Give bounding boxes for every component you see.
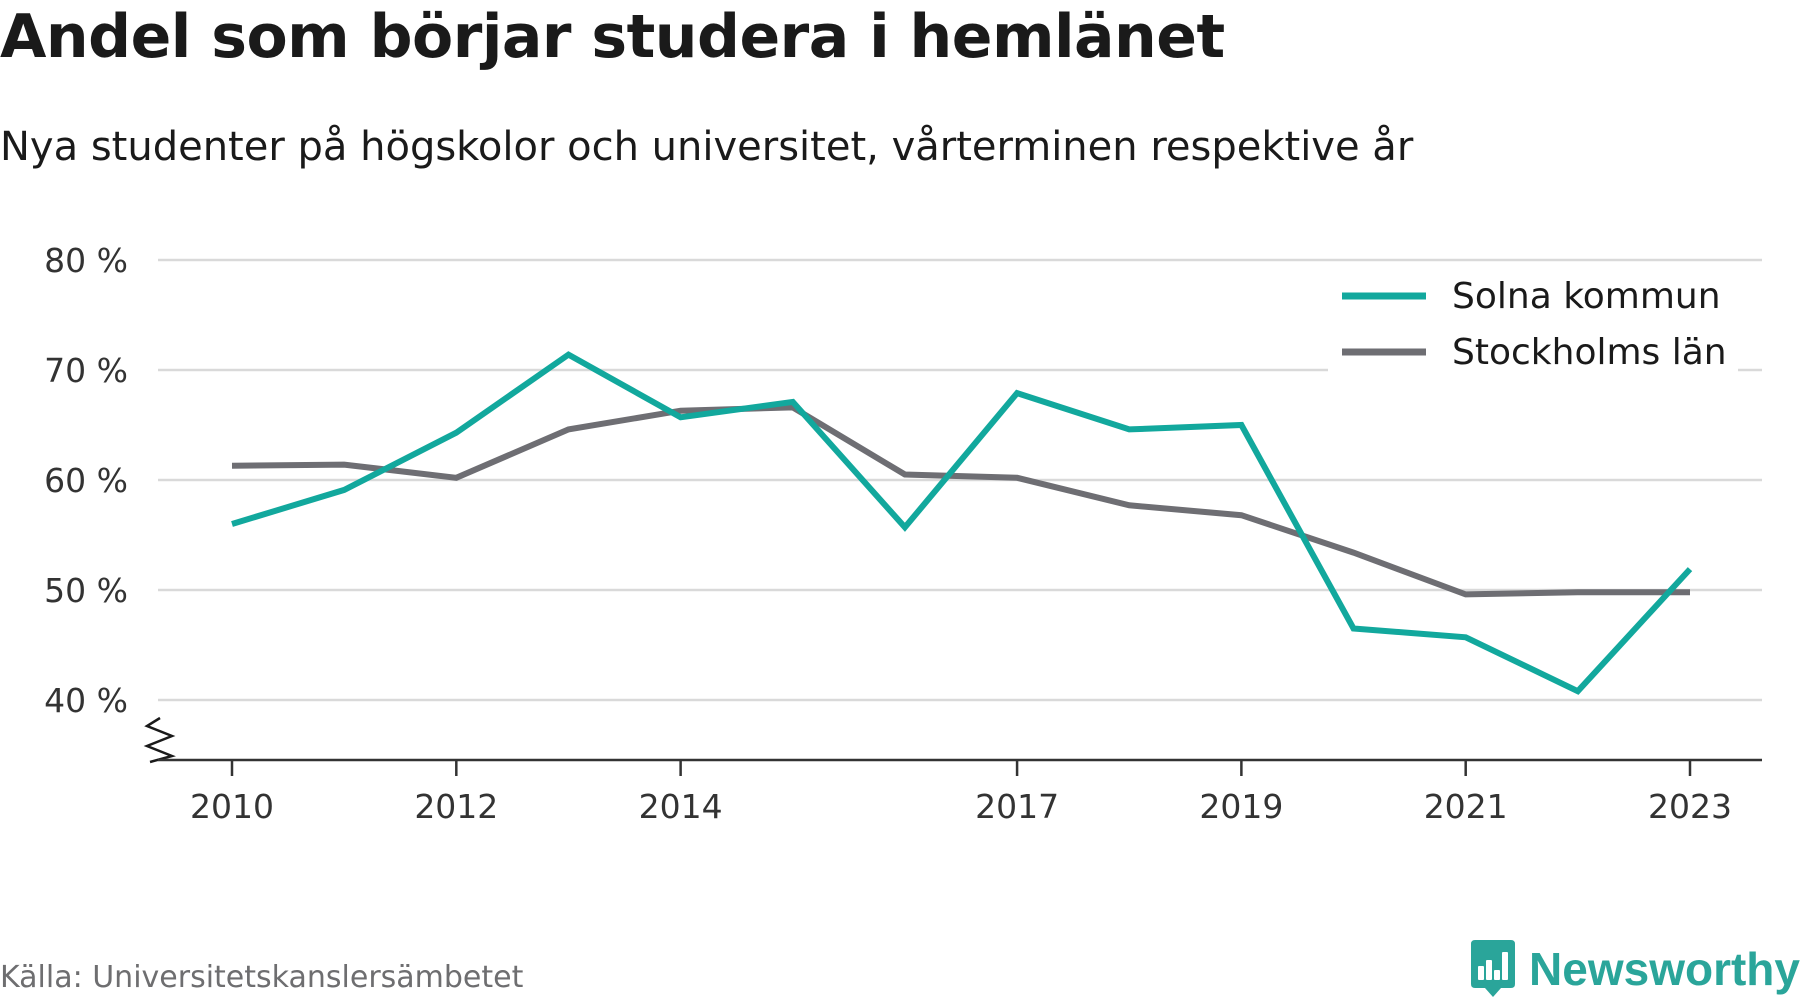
x-tick-label: 2019 (1199, 787, 1283, 826)
bar-chart-badge-icon (1471, 940, 1516, 997)
x-tick-label: 2012 (414, 787, 498, 826)
source-note: Källa: Universitetskanslersämbetet (0, 960, 524, 995)
chart-subtitle: Nya studenter på högskolor och universit… (0, 124, 1414, 170)
axis-break-icon (143, 716, 176, 764)
series-line-solna (231, 351, 1693, 695)
line-chart: 40 %50 %60 %70 %80 % 2010 2012 2014 2017 201… (44, 241, 1762, 826)
x-tick-label: 2023 (1648, 787, 1732, 826)
legend: Solna kommun Stockholms län (1328, 268, 1738, 374)
series-lines (231, 351, 1693, 695)
y-tick-label: 50 % (44, 571, 128, 610)
x-tick-label: 2017 (975, 787, 1059, 826)
x-tick-label: 2014 (639, 787, 723, 826)
y-tick-label: 70 % (44, 351, 128, 390)
y-axis-labels: 40 % 50 % 60 % 70 % 80 % (44, 241, 128, 720)
x-tick-label: 2021 (1424, 787, 1508, 826)
x-tick-label: 2010 (190, 787, 274, 826)
legend-background (1328, 268, 1738, 374)
series-line-stockholm (231, 404, 1690, 598)
chart-title: Andel som börjar studera i hemlänet (0, 2, 1225, 72)
legend-label: Solna kommun (1452, 276, 1721, 317)
brand-logo: Newsworthy (1469, 940, 1800, 998)
y-tick-label: 80 % (44, 241, 128, 280)
brand-name: Newsworthy (1529, 943, 1800, 995)
x-axis: 2010 2012 2014 2017 2019 2021 2023 (143, 716, 1762, 826)
legend-label: Stockholms län (1452, 332, 1727, 373)
y-tick-label: 40 % (44, 681, 128, 720)
y-tick-label: 60 % (44, 461, 128, 500)
